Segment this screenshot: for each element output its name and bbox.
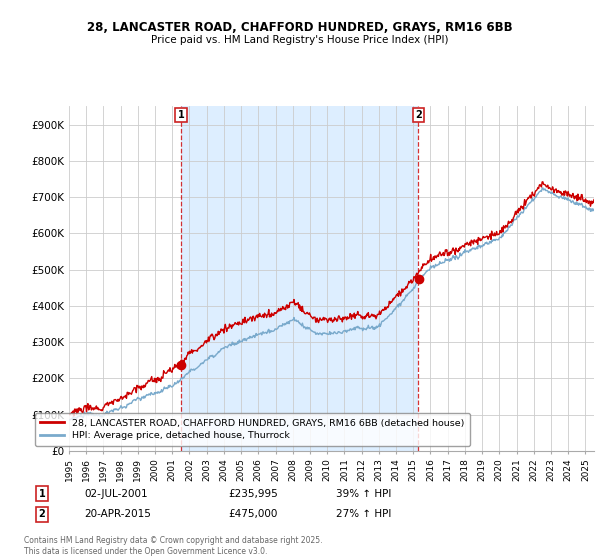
Text: 20-APR-2015: 20-APR-2015 <box>84 509 151 519</box>
Text: Price paid vs. HM Land Registry's House Price Index (HPI): Price paid vs. HM Land Registry's House … <box>151 35 449 45</box>
Text: Contains HM Land Registry data © Crown copyright and database right 2025.
This d: Contains HM Land Registry data © Crown c… <box>24 536 323 556</box>
Text: 2: 2 <box>38 509 46 519</box>
Text: £475,000: £475,000 <box>228 509 277 519</box>
Text: £235,995: £235,995 <box>228 489 278 499</box>
Text: 02-JUL-2001: 02-JUL-2001 <box>84 489 148 499</box>
Text: 2: 2 <box>415 110 422 120</box>
Bar <box>181 106 418 451</box>
Text: 1: 1 <box>38 489 46 499</box>
Text: 27% ↑ HPI: 27% ↑ HPI <box>336 509 391 519</box>
Text: 1: 1 <box>178 110 184 120</box>
Text: 39% ↑ HPI: 39% ↑ HPI <box>336 489 391 499</box>
Text: 28, LANCASTER ROAD, CHAFFORD HUNDRED, GRAYS, RM16 6BB: 28, LANCASTER ROAD, CHAFFORD HUNDRED, GR… <box>87 21 513 34</box>
Legend: 28, LANCASTER ROAD, CHAFFORD HUNDRED, GRAYS, RM16 6BB (detached house), HPI: Ave: 28, LANCASTER ROAD, CHAFFORD HUNDRED, GR… <box>35 413 470 446</box>
